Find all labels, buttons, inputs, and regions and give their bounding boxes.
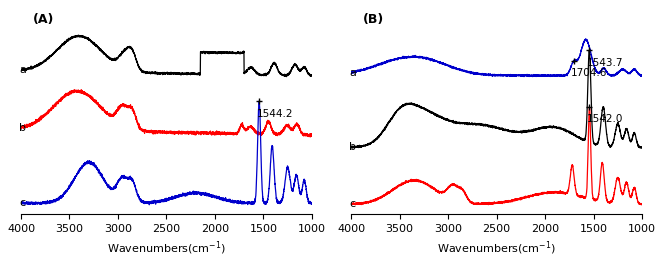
Text: a: a	[19, 65, 26, 75]
Text: b: b	[19, 123, 26, 133]
Text: 1543.7: 1543.7	[587, 58, 623, 68]
Text: b: b	[349, 142, 356, 152]
Text: 1542.0: 1542.0	[587, 114, 623, 124]
Text: a: a	[349, 68, 356, 78]
Text: c: c	[349, 199, 355, 209]
Text: 1704.6: 1704.6	[572, 68, 608, 78]
X-axis label: Wavenumbers(cm$^{-1}$): Wavenumbers(cm$^{-1}$)	[107, 239, 226, 257]
Text: c: c	[19, 198, 25, 208]
X-axis label: Wavenumbers(cm$^{-1}$): Wavenumbers(cm$^{-1}$)	[437, 239, 556, 257]
Text: (B): (B)	[363, 13, 384, 26]
Text: (A): (A)	[32, 13, 54, 26]
Text: 1544.2: 1544.2	[257, 109, 293, 119]
